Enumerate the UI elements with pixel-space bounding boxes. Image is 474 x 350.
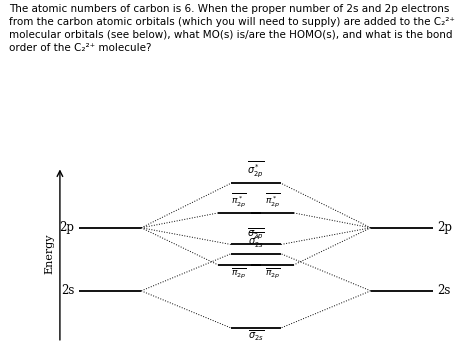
Text: $\overline{\pi^*_{2p}}$: $\overline{\pi^*_{2p}}$ xyxy=(231,192,247,210)
Text: Energy: Energy xyxy=(45,233,55,274)
Text: 2p: 2p xyxy=(438,221,452,234)
Text: $\overline{\pi_{2p}}$: $\overline{\pi_{2p}}$ xyxy=(265,266,281,280)
Text: The atomic numbers of carbon is 6. When the proper number of 2s and 2p electrons: The atomic numbers of carbon is 6. When … xyxy=(9,4,456,53)
Text: $\overline{\sigma^*_{2s}}$: $\overline{\sigma^*_{2s}}$ xyxy=(248,231,264,250)
Text: 2p: 2p xyxy=(60,221,74,234)
Text: $\overline{\sigma^*_{2p}}$: $\overline{\sigma^*_{2p}}$ xyxy=(247,159,264,180)
Text: 2s: 2s xyxy=(61,284,74,298)
Text: $\overline{\pi^*_{2p}}$: $\overline{\pi^*_{2p}}$ xyxy=(265,192,281,210)
Text: $\overline{\sigma_{2p}}$: $\overline{\sigma_{2p}}$ xyxy=(247,227,264,242)
Text: $\overline{\pi_{2p}}$: $\overline{\pi_{2p}}$ xyxy=(231,266,247,280)
Text: 2s: 2s xyxy=(438,284,451,298)
Text: $\overline{\sigma_{2s}}$: $\overline{\sigma_{2s}}$ xyxy=(248,329,264,343)
